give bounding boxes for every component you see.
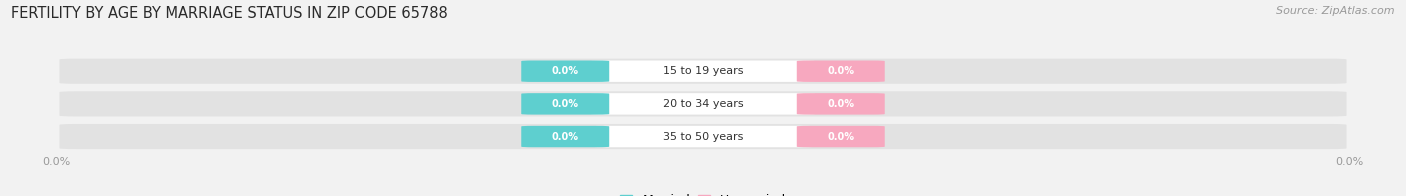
FancyBboxPatch shape — [797, 126, 884, 147]
Legend: Married, Unmarried: Married, Unmarried — [620, 194, 786, 196]
Text: 15 to 19 years: 15 to 19 years — [662, 66, 744, 76]
FancyBboxPatch shape — [591, 126, 815, 147]
FancyBboxPatch shape — [522, 93, 609, 115]
Text: 0.0%: 0.0% — [827, 66, 855, 76]
FancyBboxPatch shape — [522, 126, 609, 147]
FancyBboxPatch shape — [59, 124, 1347, 149]
Text: 0.0%: 0.0% — [551, 99, 579, 109]
FancyBboxPatch shape — [59, 91, 1347, 116]
FancyBboxPatch shape — [797, 93, 884, 115]
FancyBboxPatch shape — [797, 61, 884, 82]
FancyBboxPatch shape — [59, 59, 1347, 84]
Text: 0.0%: 0.0% — [827, 99, 855, 109]
FancyBboxPatch shape — [591, 93, 815, 115]
FancyBboxPatch shape — [522, 61, 609, 82]
Text: 0.0%: 0.0% — [551, 132, 579, 142]
Text: FERTILITY BY AGE BY MARRIAGE STATUS IN ZIP CODE 65788: FERTILITY BY AGE BY MARRIAGE STATUS IN Z… — [11, 6, 449, 21]
Text: 20 to 34 years: 20 to 34 years — [662, 99, 744, 109]
Text: 0.0%: 0.0% — [551, 66, 579, 76]
Text: 0.0%: 0.0% — [827, 132, 855, 142]
Text: Source: ZipAtlas.com: Source: ZipAtlas.com — [1277, 6, 1395, 16]
Text: 35 to 50 years: 35 to 50 years — [662, 132, 744, 142]
FancyBboxPatch shape — [591, 61, 815, 82]
